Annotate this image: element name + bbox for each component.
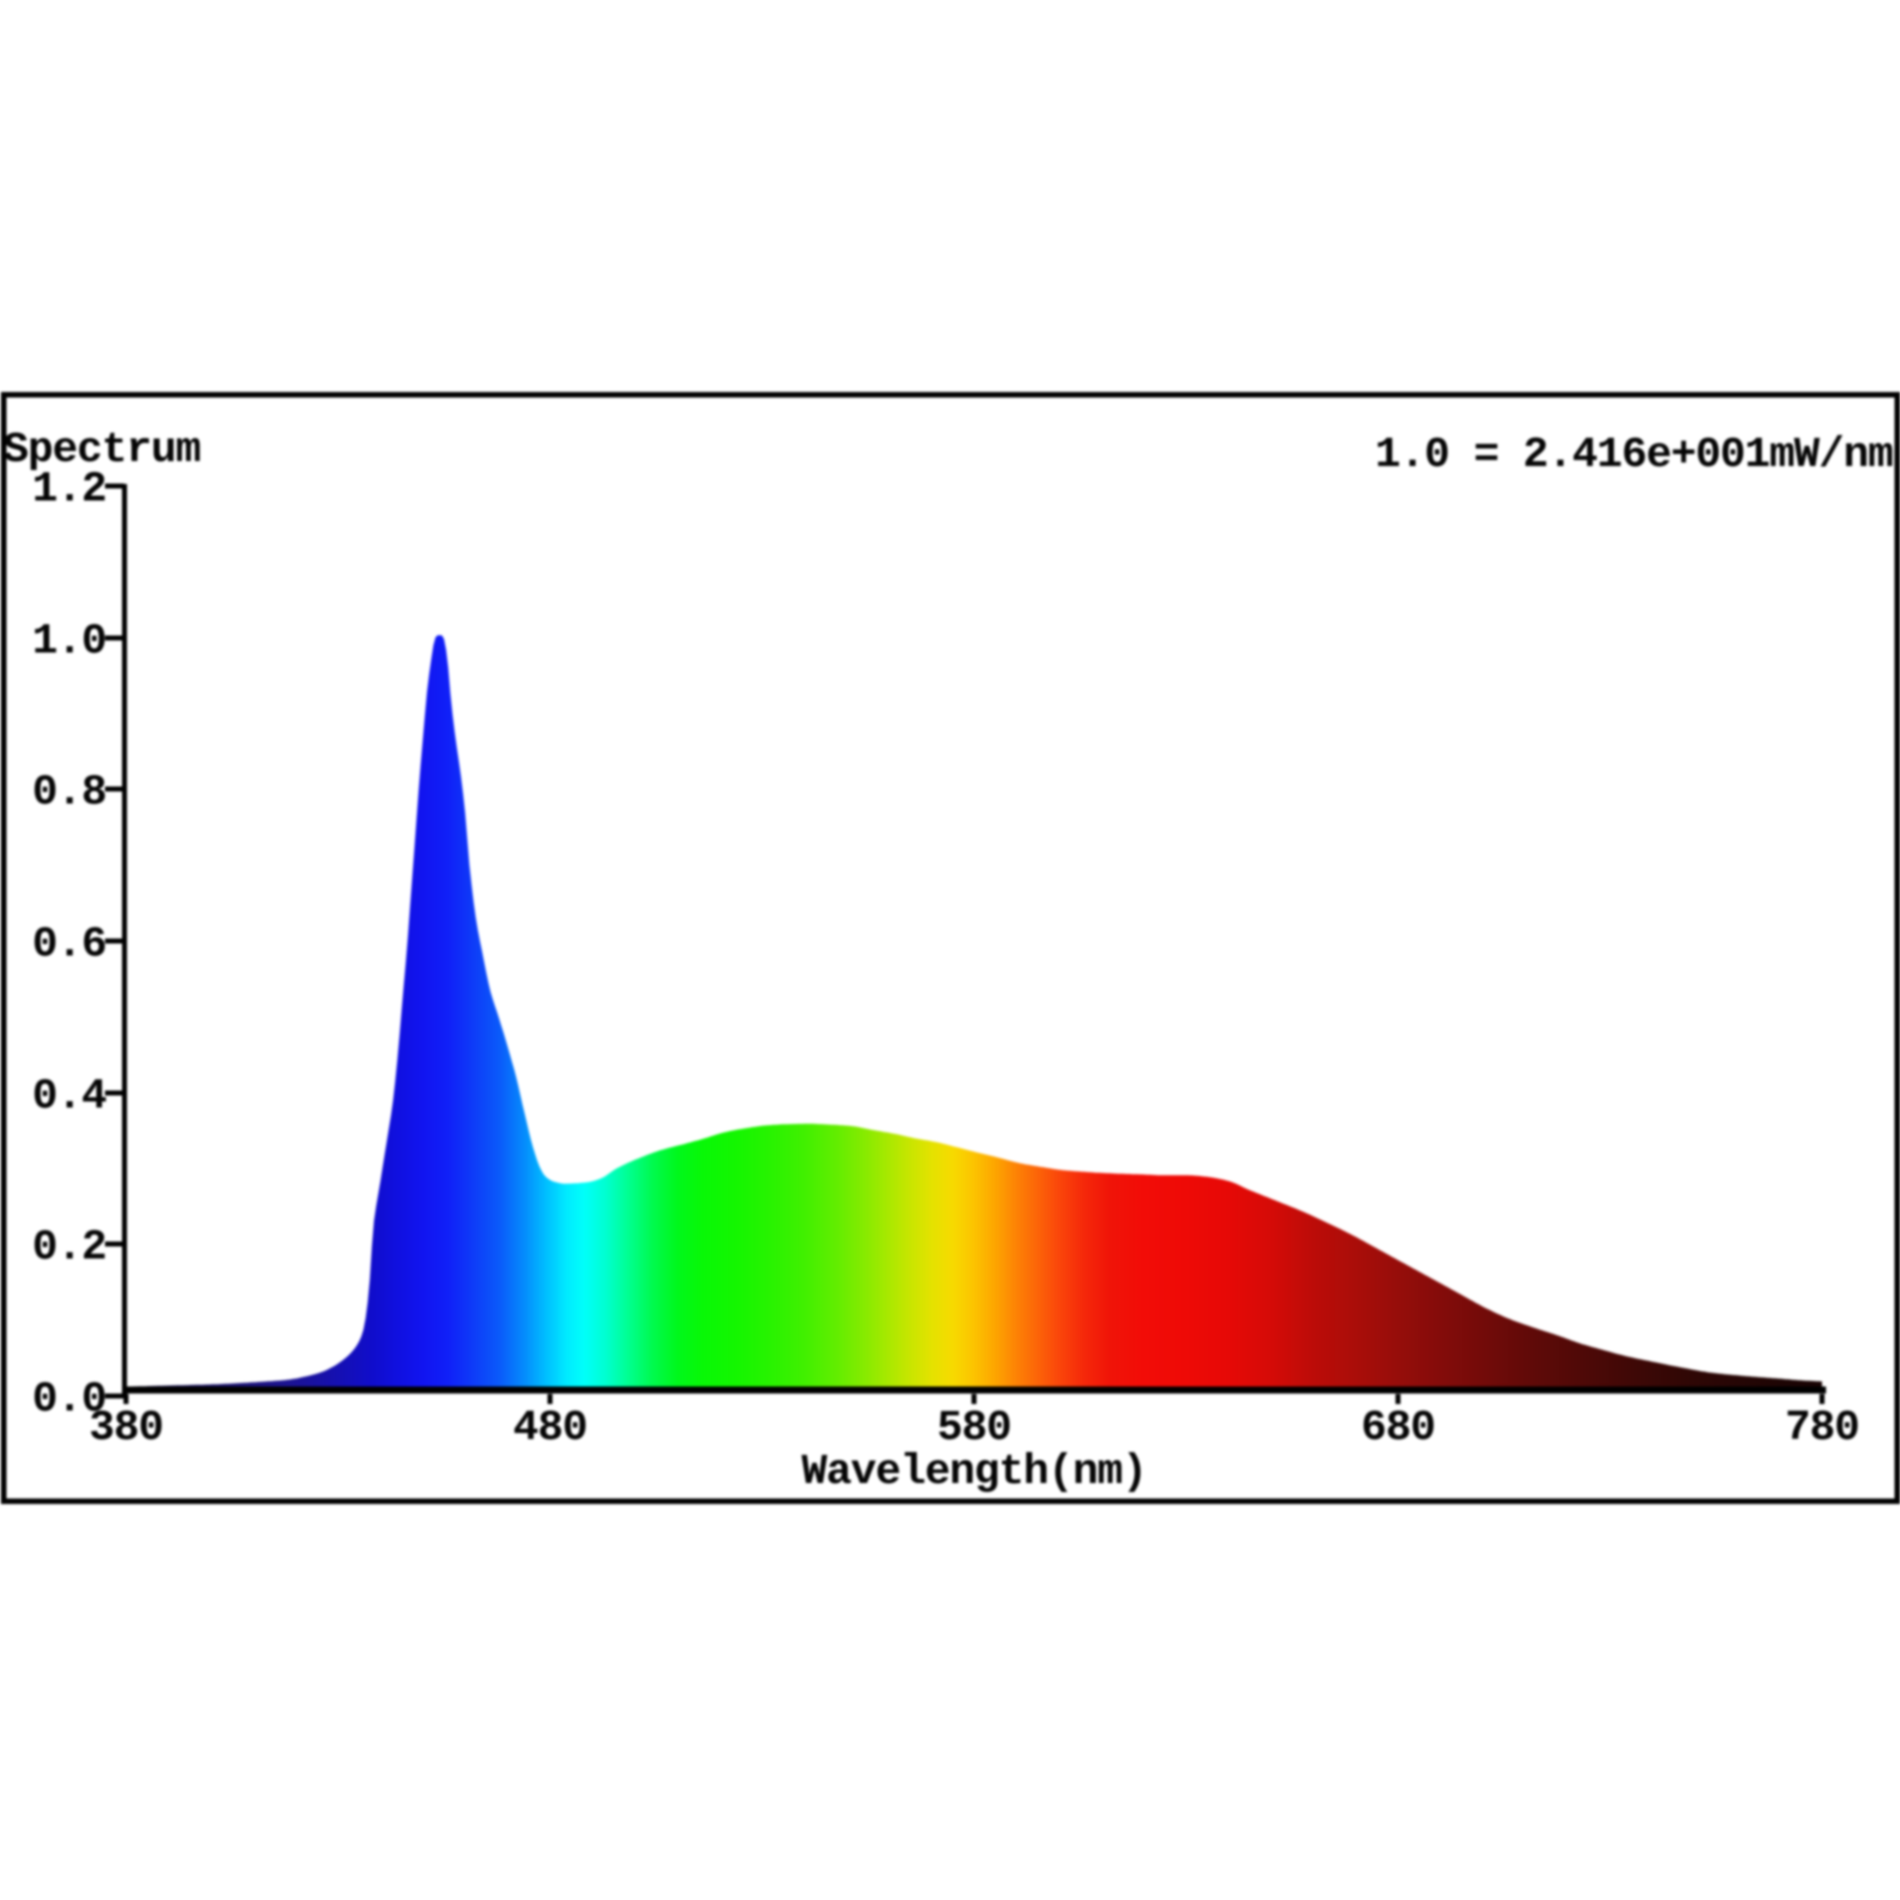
svg-text:480: 480	[513, 1403, 587, 1452]
svg-text:680: 680	[1361, 1403, 1435, 1452]
svg-text:1.2: 1.2	[32, 465, 106, 514]
svg-text:Wavelength(nm): Wavelength(nm)	[802, 1447, 1147, 1496]
svg-text:380: 380	[89, 1403, 163, 1452]
svg-text:0.8: 0.8	[32, 768, 106, 817]
svg-text:0.6: 0.6	[32, 920, 106, 969]
svg-text:0.2: 0.2	[32, 1223, 106, 1272]
svg-text:Spectrum: Spectrum	[3, 425, 201, 474]
svg-text:1.0: 1.0	[32, 617, 106, 666]
svg-text:0.0: 0.0	[32, 1375, 106, 1424]
svg-text:0.4: 0.4	[32, 1072, 106, 1121]
svg-text:580: 580	[937, 1403, 1011, 1452]
svg-text:780: 780	[1785, 1403, 1859, 1452]
svg-text:1.0 = 2.416e+001mW/nm: 1.0 = 2.416e+001mW/nm	[1375, 430, 1893, 479]
